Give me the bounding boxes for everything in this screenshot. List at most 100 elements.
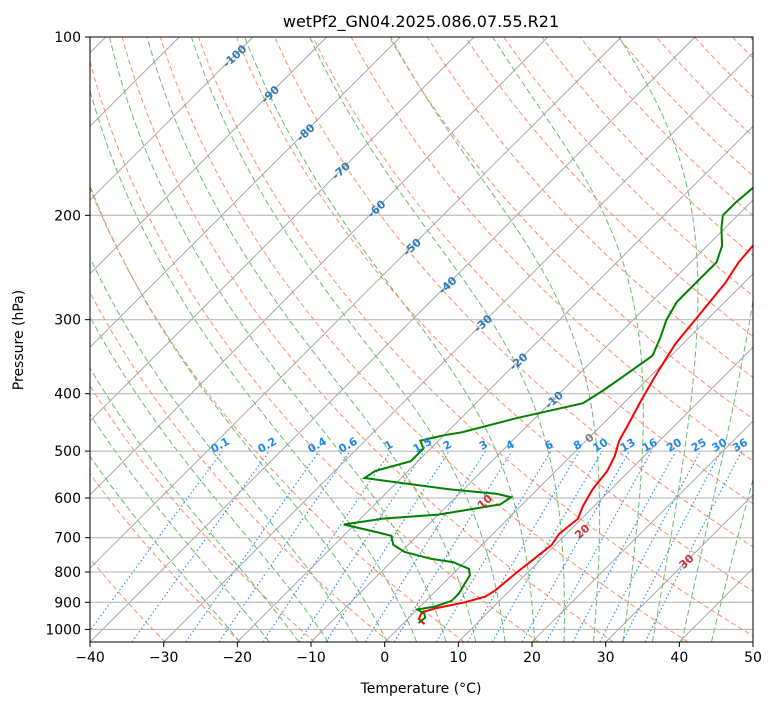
y-tick-label: 100 <box>54 30 81 46</box>
mixing-ratio-label: 3 <box>477 438 490 453</box>
mixing-ratio-line <box>262 450 392 642</box>
moist-adiabat-line <box>492 37 644 642</box>
isotherm-label: -80 <box>294 121 318 144</box>
x-tick-label: 40 <box>670 650 688 666</box>
isotherm-line <box>678 567 753 642</box>
y-tick-label: 800 <box>54 565 81 581</box>
isotherm-line <box>90 37 328 275</box>
isotherm-line <box>90 37 401 348</box>
isotherm-line <box>236 125 753 642</box>
dry-adiabat-line <box>236 37 753 592</box>
y-tick-label: 200 <box>54 208 81 224</box>
mixing-ratio-label: 4 <box>504 438 517 453</box>
pressure-gridlines <box>90 37 753 630</box>
y-axis-title: Pressure (hPa) <box>11 290 27 390</box>
dry-adiabat-line <box>579 37 753 217</box>
isotherm-line <box>90 37 622 569</box>
x-tick-label: 30 <box>597 650 615 666</box>
isotherm-line <box>384 273 753 642</box>
y-tick-label: 600 <box>54 491 81 507</box>
isotherm-label: -50 <box>401 236 425 259</box>
mixing-ratio-line <box>393 450 513 642</box>
moist-adiabat-line <box>90 184 388 642</box>
dry-adiabat-line <box>159 37 689 642</box>
mixing-ratio-line <box>218 450 351 642</box>
dry-adiabat-line <box>121 37 614 642</box>
isotherm-line <box>90 37 475 422</box>
mixing-ratio-label: 0.6 <box>336 435 360 456</box>
isotherm-label: -90 <box>259 83 283 106</box>
y-axis-ticks: 100 200 300 400 500 600 700 800 900 1000 <box>45 30 90 638</box>
dry-adiabat-line <box>197 37 753 637</box>
mixing-ratio-line <box>435 450 552 642</box>
skewed-isotherms <box>90 37 753 642</box>
mixing-ratio-label: 1 <box>382 438 395 453</box>
dry-adiabat-line <box>312 37 753 505</box>
moist-adiabat-line <box>390 37 601 642</box>
dewpoint-profile <box>343 186 753 624</box>
dry-adiabats <box>90 36 775 642</box>
isotherm-line <box>90 37 696 642</box>
y-tick-label: 500 <box>54 444 81 460</box>
plot-frame <box>89 36 754 643</box>
dry-adiabat-line <box>426 37 753 379</box>
mixing-ratio-line <box>572 450 677 642</box>
moist-adiabat-line <box>190 37 506 642</box>
moist-adiabat-line <box>90 88 418 642</box>
isotherm-label: -20 <box>507 350 531 373</box>
x-tick-label: −20 <box>223 650 253 666</box>
y-tick-label: 300 <box>54 313 81 329</box>
isotherm-label: -70 <box>330 159 354 182</box>
moist-adiabat-line <box>90 256 359 642</box>
theta-label: 30 <box>677 552 697 572</box>
mixing-ratio-line <box>644 450 743 642</box>
y-tick-label: 700 <box>54 531 81 547</box>
moist-adiabat-line <box>90 367 300 642</box>
y-tick-label: 900 <box>54 595 81 611</box>
mixing-ratio-line <box>545 450 653 642</box>
isotherm-line <box>90 37 549 496</box>
x-tick-label: −40 <box>75 650 105 666</box>
dry-adiabat-line <box>350 37 753 462</box>
dry-adiabat-line <box>90 59 540 642</box>
y-tick-label: 1000 <box>45 622 81 638</box>
dry-adiabat-line <box>464 37 753 338</box>
mixing-ratio-line <box>131 450 270 642</box>
mixing-ratio-line <box>521 450 630 642</box>
isotherm-line <box>310 199 753 642</box>
dry-adiabat-line <box>274 37 753 548</box>
x-tick-label: 0 <box>380 650 389 666</box>
mixing-ratio-label: 6 <box>542 438 555 453</box>
dry-adiabat-line <box>90 291 390 642</box>
moist-adiabat-line <box>309 37 565 642</box>
x-tick-label: −10 <box>296 650 326 666</box>
moist-adiabat-line <box>90 455 241 642</box>
mixing-ratio-label: 36 <box>730 436 750 455</box>
isotherm-label: -100 <box>220 42 249 70</box>
isotherm-line <box>90 37 254 201</box>
x-tick-label: 20 <box>523 650 541 666</box>
isotherm-label: -40 <box>436 274 460 297</box>
isotherm-line <box>605 494 753 642</box>
mixing-ratio-label: 20 <box>664 436 684 455</box>
isotherm-line <box>457 346 753 642</box>
moist-adiabat-line <box>681 37 753 642</box>
dry-adiabat-line <box>503 37 753 297</box>
temperature-profile <box>417 244 753 625</box>
dry-adiabat-line <box>90 384 316 642</box>
line-labels: 0.1 0.2 0.4 0.6 1 1.5 2 3 4 6 8 10 13 16 20 25 30 36-100-… <box>209 42 751 572</box>
dry-adiabat-line <box>655 37 753 138</box>
mixing-ratio-label: 0.4 <box>306 435 330 456</box>
mixing-ratio-line <box>298 450 425 642</box>
moist-adiabat-line <box>244 37 536 642</box>
mixing-ratio-label: 0.1 <box>209 435 232 456</box>
dry-adiabat-line <box>90 472 241 642</box>
mixing-ratio-label: 16 <box>640 436 660 455</box>
x-tick-label: 50 <box>744 650 762 666</box>
dry-adiabat-line <box>90 186 465 642</box>
dry-adiabat-line <box>770 36 775 642</box>
mixing-ratio-label: 0.2 <box>255 435 278 456</box>
x-axis-ticks: −40 −30 −20 −10 0 10 20 30 40 50 <box>75 642 762 666</box>
x-tick-label: −30 <box>149 650 179 666</box>
